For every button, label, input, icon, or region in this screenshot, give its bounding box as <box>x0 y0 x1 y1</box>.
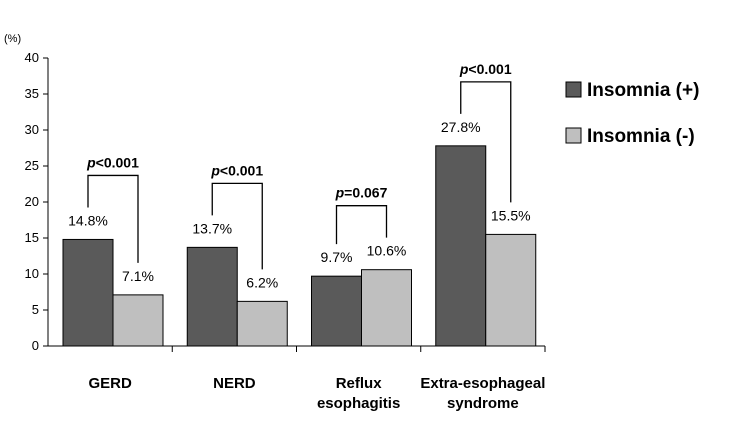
y-tick-label: 20 <box>25 194 39 209</box>
y-tick-label: 10 <box>25 266 39 281</box>
data-label: 13.7% <box>192 220 232 236</box>
y-tick-label: 35 <box>25 86 39 101</box>
p-value-text: <0.001 <box>220 162 263 178</box>
p-value-prefix: p <box>86 154 96 170</box>
p-value-label: p<0.001 <box>459 61 512 77</box>
bar-insomnia-plus <box>311 275 362 347</box>
data-label: 7.1% <box>122 268 154 284</box>
data-label: 6.2% <box>246 274 278 290</box>
category-label-line: GERD <box>88 375 132 392</box>
data-label: 15.5% <box>491 207 531 223</box>
data-labels: 14.8% 7.1% 13.7% 6.2% 9.7% 10.6% 27.8% 15.5% <box>68 119 530 291</box>
bars <box>62 145 537 347</box>
p-value-prefix: p <box>210 162 220 178</box>
legend-label: Insomnia (-) <box>587 126 695 147</box>
bar-insomnia-minus <box>112 294 164 347</box>
significance-bracket <box>335 205 388 245</box>
y-unit-label: (%) <box>4 33 21 45</box>
legend-swatch <box>565 127 582 144</box>
p-value-label: p=0.067 <box>335 185 388 201</box>
p-value-text: =0.067 <box>344 185 387 201</box>
significance-bracket <box>87 174 139 263</box>
category-label-line: Reflux <box>336 375 383 392</box>
y-tick-label: 15 <box>25 230 39 245</box>
category-label-line: NERD <box>213 375 256 392</box>
data-label: 10.6% <box>367 243 407 259</box>
p-value-text: <0.001 <box>96 154 139 170</box>
data-label: 14.8% <box>68 212 108 228</box>
bar-insomnia-plus <box>435 145 487 347</box>
p-value-prefix: p <box>335 185 345 201</box>
category-label-line: Extra-esophageal <box>420 375 545 392</box>
y-tick-label: 25 <box>25 158 39 173</box>
y-tick-label: 40 <box>25 50 39 65</box>
category-label-line: esophagitis <box>317 395 400 412</box>
category-label: Reflux esophagitis <box>317 375 400 412</box>
category-label: NERD <box>213 375 256 392</box>
category-label: Extra-esophageal syndrome <box>420 375 545 412</box>
category-labels: GERD NERD Reflux esophagitis Extra-esophagea… <box>88 375 545 412</box>
data-label: 27.8% <box>441 119 481 135</box>
significance-bracket <box>460 81 512 203</box>
significance-bracket <box>211 182 263 270</box>
bar-insomnia-plus <box>62 238 114 347</box>
legend: Insomnia (+) Insomnia (-) <box>565 80 699 147</box>
y-tick-label: 0 <box>32 338 39 353</box>
p-value-prefix: p <box>459 61 469 77</box>
bar-insomnia-minus <box>236 300 288 347</box>
y-tick-label: 5 <box>32 302 39 317</box>
data-label: 9.7% <box>321 249 353 265</box>
p-value-label: p<0.001 <box>210 162 263 178</box>
p-value-text: <0.001 <box>468 61 511 77</box>
bar-insomnia-minus <box>485 233 537 347</box>
category-label: GERD <box>88 375 132 392</box>
bar-insomnia-minus <box>361 269 412 347</box>
legend-label: Insomnia (+) <box>587 80 699 101</box>
category-label-line: syndrome <box>447 395 519 412</box>
bar-insomnia-plus <box>186 246 238 347</box>
p-value-label: p<0.001 <box>86 154 139 170</box>
legend-swatch <box>565 81 582 98</box>
y-tick-label: 30 <box>25 122 39 137</box>
